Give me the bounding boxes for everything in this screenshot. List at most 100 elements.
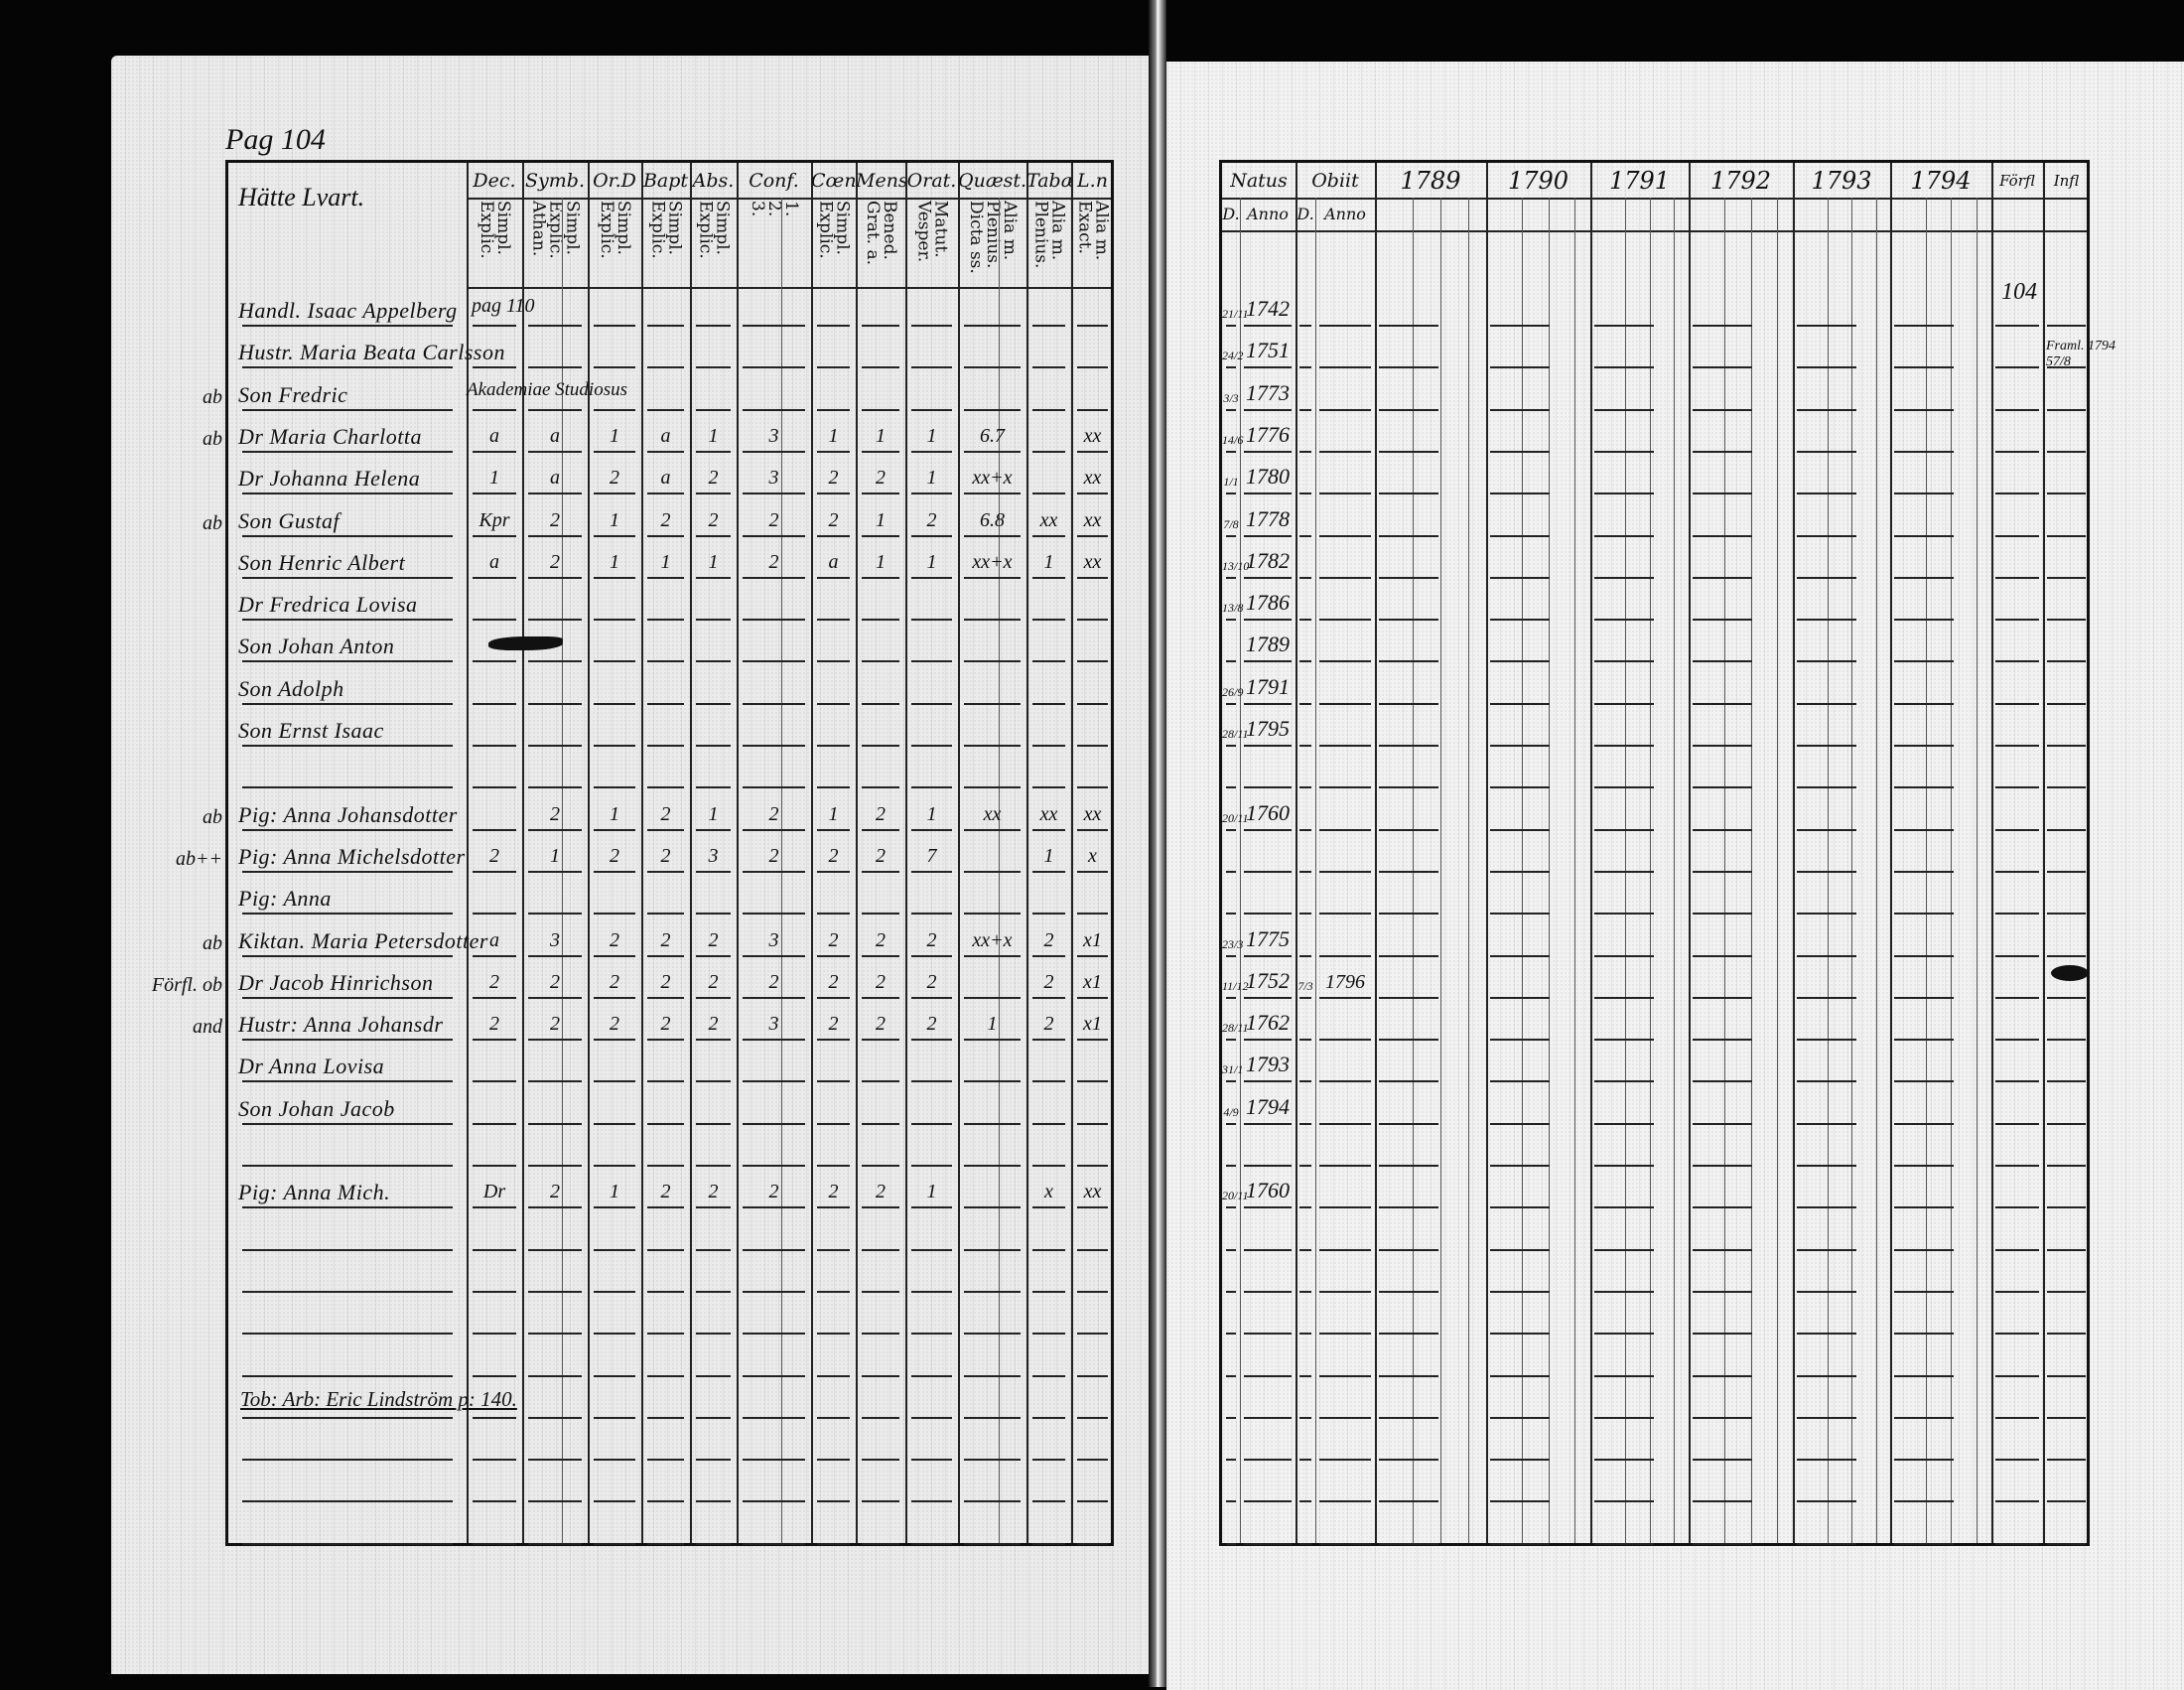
row-rule — [594, 870, 635, 873]
row-rule — [862, 493, 899, 495]
examination-mark: 2 — [768, 1181, 779, 1203]
row-rule — [743, 1416, 805, 1419]
row-rule — [817, 786, 850, 789]
row-rule — [1894, 1459, 1954, 1462]
row-rule — [696, 1290, 731, 1293]
row-rule — [647, 660, 684, 663]
row-rule — [911, 1080, 952, 1083]
row-rule — [1319, 954, 1371, 957]
row-rule — [817, 702, 850, 705]
row-rule — [817, 576, 850, 579]
examination-mark: 2 — [828, 844, 839, 867]
person-name: Hustr: Anna Johansdr — [238, 1012, 444, 1038]
register-row: Son Ernst Isaac — [228, 709, 1111, 751]
row-rule — [2047, 1542, 2086, 1545]
row-rule — [817, 828, 850, 831]
examination-mark: 2 — [708, 928, 719, 951]
row-rule — [1032, 408, 1065, 411]
register-row — [228, 1213, 1111, 1255]
row-rule — [964, 493, 1021, 495]
sub-column-divider — [1876, 198, 1877, 1543]
register-row: Son Johan Jacob — [228, 1087, 1111, 1129]
row-rule — [1594, 1122, 1654, 1125]
register-row — [1222, 1423, 2087, 1465]
row-rule — [594, 408, 635, 411]
examination-mark: 1 — [876, 508, 886, 531]
row-rule — [1995, 786, 2039, 789]
row-rule — [528, 1080, 582, 1083]
row-rule — [1797, 996, 1856, 999]
register-row: 1789 — [1222, 625, 2087, 666]
person-name: Dr Johanna Helena — [238, 466, 421, 492]
row-rule — [1894, 576, 1954, 579]
row-rule — [696, 1039, 731, 1042]
natus-d-value: 7/8 — [1223, 516, 1239, 531]
row-rule — [242, 1039, 453, 1042]
row-rule — [594, 1165, 635, 1167]
row-rule — [1244, 660, 1292, 663]
column-header: Symb. — [525, 170, 585, 192]
row-rule — [528, 913, 582, 915]
row-rule — [1319, 450, 1371, 453]
row-rule — [1299, 1333, 1311, 1336]
row-rule — [743, 1206, 805, 1209]
register-row — [228, 1507, 1111, 1549]
row-rule — [647, 786, 684, 789]
row-rule — [1299, 576, 1311, 579]
column-divider — [690, 163, 692, 1543]
row-rule — [594, 1416, 635, 1419]
examination-mark: 2 — [828, 1013, 839, 1036]
row-rule — [1894, 745, 1954, 747]
row-rule — [473, 913, 516, 915]
row-rule — [1077, 1500, 1108, 1503]
examination-mark: a — [550, 424, 560, 447]
row-rule — [594, 366, 635, 369]
row-rule — [528, 534, 582, 537]
row-rule — [1693, 1122, 1752, 1125]
row-rule — [743, 408, 805, 411]
row-rule — [911, 1290, 952, 1293]
row-rule — [862, 325, 899, 327]
row-rule — [1244, 1290, 1292, 1293]
row-rule — [242, 1459, 453, 1462]
row-rule — [1379, 828, 1438, 831]
row-rule — [696, 996, 731, 999]
row-rule — [743, 1290, 805, 1293]
row-rule — [528, 1333, 582, 1336]
row-rule — [911, 1039, 952, 1042]
row-rule — [1244, 1500, 1292, 1503]
row-rule — [1594, 1248, 1654, 1251]
row-rule — [743, 576, 805, 579]
row-rule — [594, 1248, 635, 1251]
row-rule — [1379, 1080, 1438, 1083]
row-rule — [696, 1080, 731, 1083]
row-rule — [1319, 534, 1371, 537]
row-rule — [1995, 534, 2039, 537]
row-rule — [1379, 408, 1438, 411]
row-rule — [862, 534, 899, 537]
row-rule — [473, 660, 516, 663]
row-rule — [1244, 828, 1292, 831]
row-rule — [1299, 619, 1311, 622]
ink-blot — [2051, 964, 2089, 981]
subheader-text: Explic. — [545, 201, 566, 259]
row-rule — [1319, 325, 1371, 327]
row-rule — [817, 1165, 850, 1167]
left-register-table: Hätte Lvart. Dec. Explic. Simpl. Symb. Athan… — [152, 160, 1114, 1549]
row-rule — [1490, 1333, 1550, 1336]
row-rule — [817, 1374, 850, 1377]
row-rule — [1077, 1542, 1108, 1545]
row-rule — [743, 1374, 805, 1377]
row-rule — [1319, 1039, 1371, 1042]
row-rule — [1077, 1248, 1108, 1251]
column-header: Or.D — [593, 170, 636, 192]
row-rule — [594, 913, 635, 915]
row-rule — [1299, 534, 1311, 537]
row-rule — [1894, 996, 1954, 999]
row-rule — [817, 954, 850, 957]
row-rule — [862, 828, 899, 831]
row-rule — [2047, 1206, 2086, 1209]
row-rule — [1490, 1122, 1550, 1125]
row-rule — [2047, 913, 2086, 915]
row-rule — [1693, 1165, 1752, 1167]
